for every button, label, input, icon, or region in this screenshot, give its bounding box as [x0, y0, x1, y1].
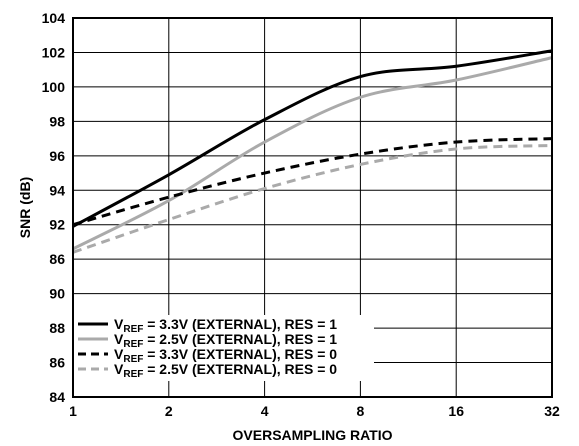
y-tick-label: 94	[49, 182, 65, 198]
legend-entry: VREF = 3.3V (EXTERNAL), RES = 0	[114, 346, 337, 365]
legend-entry: VREF = 3.3V (EXTERNAL), RES = 1	[114, 316, 337, 335]
legend-name-rest: = 2.5V (EXTERNAL), RES = 1	[143, 331, 337, 347]
legend-name-rest: = 3.3V (EXTERNAL), RES = 0	[143, 346, 337, 362]
y-axis-label: SNR (dB)	[17, 177, 33, 238]
y-tick-label: 90	[49, 286, 65, 302]
legend-name-main: V	[114, 361, 124, 377]
legend-name-sub: REF	[123, 369, 143, 380]
y-tick-label: 92	[49, 217, 65, 233]
x-tick-labels: 1 2 4 8 16 32	[69, 403, 560, 419]
legend-entry: VREF = 2.5V (EXTERNAL), RES = 1	[114, 331, 337, 350]
series-line-4	[72, 143, 553, 254]
legend-name-main: V	[114, 316, 124, 332]
y-tick-label: 102	[42, 44, 66, 60]
series-lines	[72, 49, 553, 254]
legend-name-main: V	[114, 346, 124, 362]
y-tick-label: 84	[49, 389, 65, 405]
x-tick-label: 2	[165, 403, 173, 419]
x-tick-label: 4	[261, 403, 269, 419]
legend-name-rest: = 2.5V (EXTERNAL), RES = 0	[143, 361, 337, 377]
series-line-2	[72, 56, 553, 251]
legend-background	[74, 315, 374, 381]
y-tick-labels: 104 102 100 98 96 94 92 86 90 88 86 84	[42, 10, 66, 405]
x-tick-label: 16	[448, 403, 464, 419]
x-tick-label: 1	[69, 403, 77, 419]
legend-name-sub: REF	[123, 339, 143, 350]
y-tick-label: 104	[42, 10, 66, 26]
plot-frame	[72, 17, 553, 398]
series-line-3	[72, 137, 553, 227]
legend-name-sub: REF	[123, 354, 143, 365]
legend-name-main: V	[114, 331, 124, 347]
y-tick-label: 86	[49, 251, 65, 267]
series-line-1	[72, 49, 553, 228]
y-tick-label: 96	[49, 148, 65, 164]
y-tick-label: 86	[49, 355, 65, 371]
legend-name-rest: = 3.3V (EXTERNAL), RES = 1	[143, 316, 337, 332]
x-tick-label: 8	[357, 403, 365, 419]
x-tick-label: 32	[544, 403, 560, 419]
y-tick-label: 100	[42, 79, 66, 95]
y-tick-label: 88	[49, 320, 65, 336]
x-axis-label: OVERSAMPLING RATIO	[233, 427, 393, 443]
legend-name-sub: REF	[123, 324, 143, 335]
y-tick-label: 98	[49, 113, 65, 129]
legend-entry: VREF = 2.5V (EXTERNAL), RES = 0	[114, 361, 337, 380]
